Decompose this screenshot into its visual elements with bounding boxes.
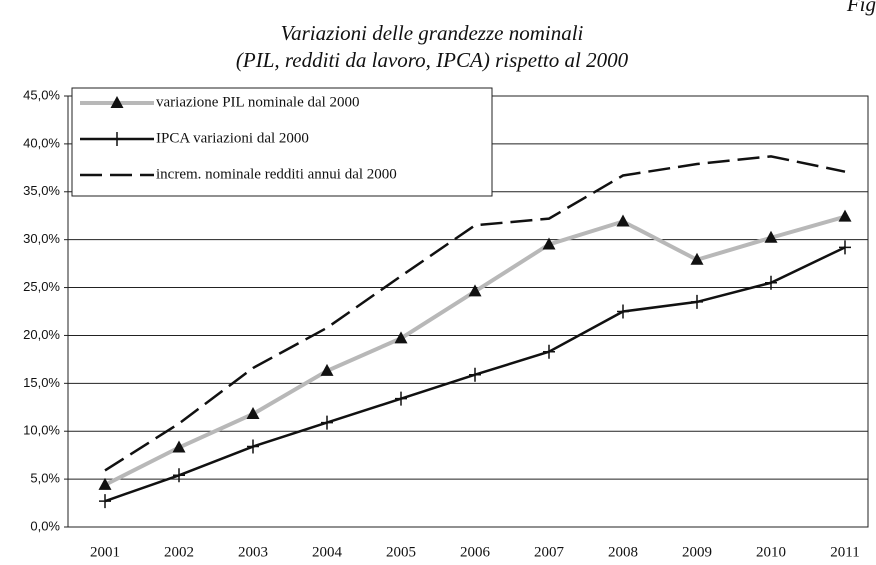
legend-label: variazione PIL nominale dal 2000	[156, 94, 360, 110]
point	[690, 252, 704, 265]
figure-label: Fig	[846, 0, 876, 16]
chart-subtitle: (PIL, redditi da lavoro, IPCA) rispetto …	[236, 48, 629, 72]
y-tick-label: 35,0%	[23, 183, 60, 198]
point	[839, 240, 851, 255]
x-tick-label: 2005	[386, 544, 416, 560]
x-tick-label: 2010	[756, 544, 786, 560]
x-tick-label: 2009	[682, 544, 712, 560]
legend-marker	[110, 96, 124, 108]
point	[616, 214, 630, 227]
point	[469, 367, 481, 382]
point	[394, 331, 408, 344]
point	[542, 237, 556, 250]
x-tick-label: 2011	[830, 544, 859, 560]
point	[395, 391, 407, 406]
point	[765, 275, 777, 290]
point	[246, 406, 260, 419]
y-tick-label: 15,0%	[23, 375, 60, 390]
y-tick-label: 0,0%	[30, 518, 60, 533]
point	[838, 209, 852, 222]
y-tick-label: 30,0%	[23, 231, 60, 246]
point	[247, 439, 259, 454]
legend-label: increm. nominale redditi annui dal 2000	[156, 166, 397, 182]
legend-marker	[111, 132, 123, 146]
x-tick-label: 2001	[90, 544, 120, 560]
point	[172, 440, 186, 453]
legend-label: IPCA variazioni dal 2000	[156, 130, 309, 146]
y-tick-label: 45,0%	[23, 87, 60, 102]
y-tick-label: 40,0%	[23, 135, 60, 150]
x-tick-label: 2003	[238, 544, 268, 560]
y-tick-label: 5,0%	[30, 471, 60, 486]
point	[173, 468, 185, 483]
series-line	[104, 155, 846, 472]
point	[617, 304, 629, 319]
series-line	[104, 214, 846, 487]
chart-title: Variazioni delle grandezze nominali	[281, 21, 584, 45]
point	[99, 494, 111, 509]
point	[691, 294, 703, 309]
point	[543, 344, 555, 359]
point	[320, 363, 334, 376]
x-tick-label: 2004	[312, 544, 343, 560]
x-tick-label: 2002	[164, 544, 194, 560]
point	[321, 415, 333, 430]
y-tick-label: 25,0%	[23, 279, 60, 294]
x-tick-label: 2008	[608, 544, 638, 560]
x-tick-label: 2006	[460, 544, 491, 560]
point	[468, 284, 482, 297]
point	[764, 230, 778, 243]
y-tick-label: 20,0%	[23, 327, 60, 342]
y-tick-label: 10,0%	[23, 423, 60, 438]
x-tick-label: 2007	[534, 544, 565, 560]
point	[98, 477, 112, 490]
legend-box	[71, 87, 493, 197]
